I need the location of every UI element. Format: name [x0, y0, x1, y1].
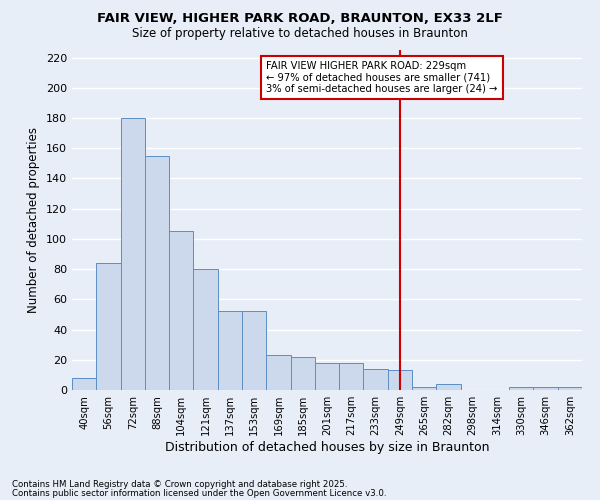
Bar	[96, 263, 121, 390]
Bar	[533, 387, 558, 390]
Bar	[218, 312, 242, 390]
Bar	[242, 312, 266, 390]
Bar	[72, 378, 96, 390]
Bar	[412, 387, 436, 390]
Bar	[364, 369, 388, 390]
Text: FAIR VIEW, HIGHER PARK ROAD, BRAUNTON, EX33 2LF: FAIR VIEW, HIGHER PARK ROAD, BRAUNTON, E…	[97, 12, 503, 26]
Bar	[436, 384, 461, 390]
Bar	[266, 355, 290, 390]
Bar	[558, 387, 582, 390]
Text: Contains public sector information licensed under the Open Government Licence v3: Contains public sector information licen…	[12, 488, 386, 498]
Text: FAIR VIEW HIGHER PARK ROAD: 229sqm
← 97% of detached houses are smaller (741)
3%: FAIR VIEW HIGHER PARK ROAD: 229sqm ← 97%…	[266, 60, 497, 94]
Bar	[339, 363, 364, 390]
Bar	[388, 370, 412, 390]
Bar	[315, 363, 339, 390]
Bar	[121, 118, 145, 390]
Bar	[169, 232, 193, 390]
Text: Contains HM Land Registry data © Crown copyright and database right 2025.: Contains HM Land Registry data © Crown c…	[12, 480, 347, 489]
Bar	[290, 357, 315, 390]
Bar	[145, 156, 169, 390]
X-axis label: Distribution of detached houses by size in Braunton: Distribution of detached houses by size …	[165, 441, 489, 454]
Text: Size of property relative to detached houses in Braunton: Size of property relative to detached ho…	[132, 28, 468, 40]
Bar	[509, 387, 533, 390]
Y-axis label: Number of detached properties: Number of detached properties	[28, 127, 40, 313]
Bar	[193, 269, 218, 390]
